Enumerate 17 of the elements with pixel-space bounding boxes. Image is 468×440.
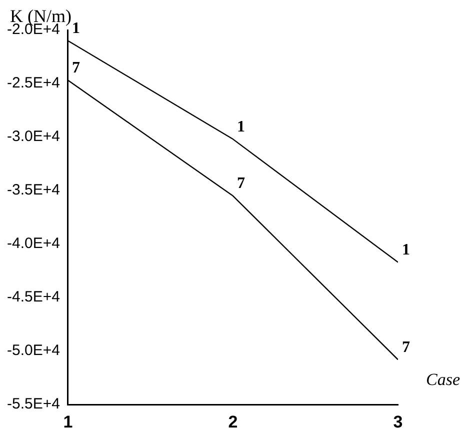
series-label: 1	[72, 20, 80, 37]
series-label: 7	[72, 59, 80, 76]
x-tick-label: 2	[228, 412, 238, 432]
y-tick-label: -3.5E+4	[6, 182, 60, 199]
x-axis-title: Case	[426, 370, 460, 390]
y-tick-label: -5.0E+4	[6, 342, 60, 360]
y-tick-label: -4.0E+4	[6, 235, 60, 252]
text: 7	[402, 338, 410, 356]
text: 1	[236, 118, 245, 136]
x-tick-label: 3	[393, 412, 403, 432]
x-tick-label: 1	[63, 412, 73, 432]
y-tick-label: -2.5E+4	[6, 74, 60, 92]
y-tick-label: -5.5E+4	[6, 396, 60, 413]
y-tick-label: -4.5E+4	[6, 288, 60, 306]
text: 1	[402, 241, 410, 258]
y-tick-label: -3.0E+4	[6, 128, 60, 146]
text: 7	[236, 175, 245, 192]
